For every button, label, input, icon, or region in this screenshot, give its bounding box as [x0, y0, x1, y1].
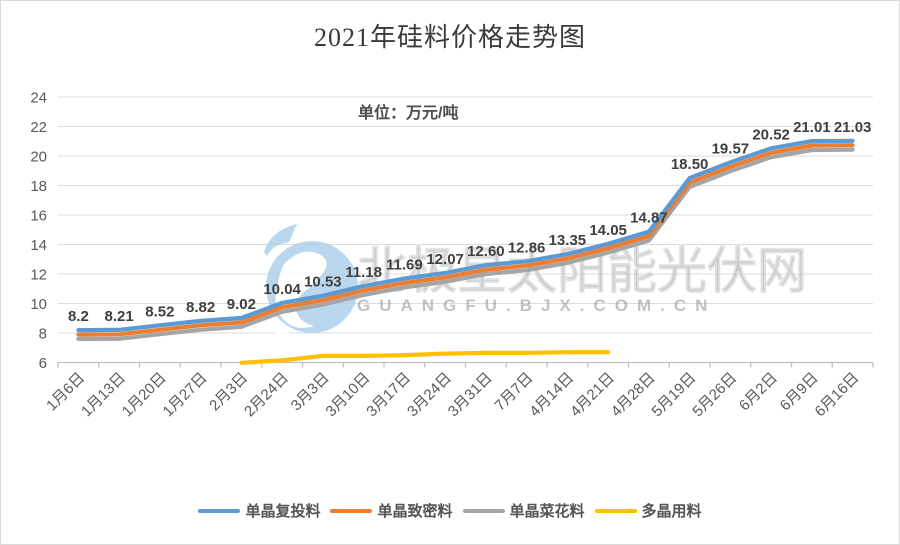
svg-text:21.03: 21.03	[834, 119, 872, 136]
legend-item-0: 单晶复投料	[198, 500, 320, 521]
svg-text:12.60: 12.60	[467, 243, 505, 260]
svg-text:6: 6	[39, 355, 47, 372]
svg-text:10: 10	[30, 296, 47, 313]
svg-text:24: 24	[30, 90, 47, 107]
svg-text:8.52: 8.52	[145, 303, 174, 320]
chart-legend: 单晶复投料 单晶致密料 单晶菜花料 多晶用料	[1, 500, 899, 521]
svg-text:1月20日: 1月20日	[119, 369, 170, 420]
series-line-0	[76, 138, 855, 333]
unit-label: 单位：万元/吨	[358, 105, 459, 122]
watermark-domain-text: GUANGFU.BJX.COM.CN	[357, 296, 716, 315]
svg-text:8.82: 8.82	[186, 299, 215, 316]
legend-label-2: 单晶菜花料	[509, 503, 585, 520]
svg-text:4月14日: 4月14日	[526, 369, 577, 420]
svg-text:16: 16	[30, 208, 47, 225]
svg-text:3月17日: 3月17日	[363, 369, 414, 420]
svg-text:20: 20	[30, 149, 47, 166]
svg-text:9.02: 9.02	[227, 296, 256, 313]
x-axis	[57, 361, 874, 368]
series-line-3	[239, 350, 611, 365]
svg-text:14: 14	[30, 237, 47, 254]
svg-text:8: 8	[39, 326, 47, 343]
svg-text:1月27日: 1月27日	[160, 369, 211, 420]
svg-text:6月2日: 6月2日	[736, 369, 781, 414]
svg-text:20.52: 20.52	[752, 126, 790, 143]
series-line-1	[76, 143, 855, 337]
legend-label-1: 单晶致密料	[377, 503, 453, 520]
legend-line-icon-3	[594, 508, 637, 513]
legend-line-icon-1	[330, 508, 373, 513]
x-axis-labels: 1月6日1月13日1月20日1月27日2月3日2月24日3月3日3月10日3月1…	[43, 369, 862, 420]
svg-text:10.04: 10.04	[263, 281, 301, 298]
svg-text:10.53: 10.53	[304, 274, 342, 291]
y-axis-labels: 6 8 10 12 14 16 18 20 22 24	[30, 90, 47, 373]
svg-text:18: 18	[30, 178, 47, 195]
svg-text:6月16日: 6月16日	[812, 369, 863, 420]
svg-text:5月19日: 5月19日	[649, 369, 700, 420]
svg-text:5月26日: 5月26日	[689, 369, 740, 420]
svg-text:3月31日: 3月31日	[445, 369, 496, 420]
svg-text:12.86: 12.86	[508, 239, 546, 256]
svg-text:13.35: 13.35	[549, 232, 587, 249]
svg-text:3月24日: 3月24日	[404, 369, 455, 420]
svg-text:8.21: 8.21	[105, 308, 134, 325]
legend-item-3: 多晶用料	[594, 500, 702, 521]
legend-line-icon-2	[462, 508, 505, 513]
svg-text:21.01: 21.01	[793, 119, 831, 136]
svg-text:22: 22	[30, 119, 47, 136]
svg-text:12.07: 12.07	[426, 251, 464, 268]
svg-text:4月28日: 4月28日	[608, 369, 659, 420]
legend-item-2: 单晶菜花料	[462, 500, 585, 521]
svg-text:4月21日: 4月21日	[567, 369, 618, 420]
svg-text:2月24日: 2月24日	[241, 369, 292, 420]
legend-line-icon-0	[198, 508, 241, 513]
legend-item-1: 单晶致密料	[330, 500, 453, 521]
series-line-2	[76, 147, 855, 341]
svg-text:1月13日: 1月13日	[78, 369, 129, 420]
svg-text:8.2: 8.2	[68, 308, 89, 325]
svg-text:14.87: 14.87	[630, 210, 668, 227]
svg-text:11.69: 11.69	[386, 257, 423, 274]
svg-text:11.18: 11.18	[345, 264, 382, 281]
svg-text:18.50: 18.50	[671, 156, 709, 173]
svg-text:19.57: 19.57	[712, 140, 750, 157]
legend-label-0: 单晶复投料	[245, 503, 321, 520]
y-gridlines	[58, 96, 873, 334]
svg-text:14.05: 14.05	[589, 222, 627, 239]
legend-label-3: 多晶用料	[641, 503, 702, 520]
chart-title: 2021年硅料价格走势图	[313, 23, 586, 52]
svg-text:12: 12	[30, 267, 47, 284]
svg-text:3月10日: 3月10日	[323, 369, 374, 420]
